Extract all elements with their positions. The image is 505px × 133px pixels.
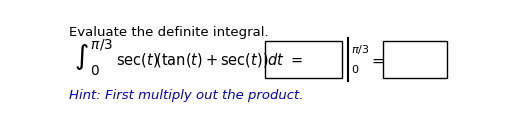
Text: $=$: $=$ [369, 52, 385, 67]
Text: Evaluate the definite integral.: Evaluate the definite integral. [69, 26, 269, 39]
Text: Hint: First multiply out the product.: Hint: First multiply out the product. [69, 89, 304, 102]
Bar [265, 41, 342, 78]
Text: $\mathrm{sec}(t)\!\left(\mathrm{tan}(t) + \mathrm{sec}(t)\right)dt \ = $: $\mathrm{sec}(t)\!\left(\mathrm{tan}(t) … [116, 51, 303, 69]
Text: $\pi/3$: $\pi/3$ [350, 43, 369, 56]
Text: $0$: $0$ [350, 63, 359, 75]
Text: $\int_{\,0}^{\pi/3}$: $\int_{\,0}^{\pi/3}$ [74, 38, 113, 78]
Bar [383, 41, 447, 78]
